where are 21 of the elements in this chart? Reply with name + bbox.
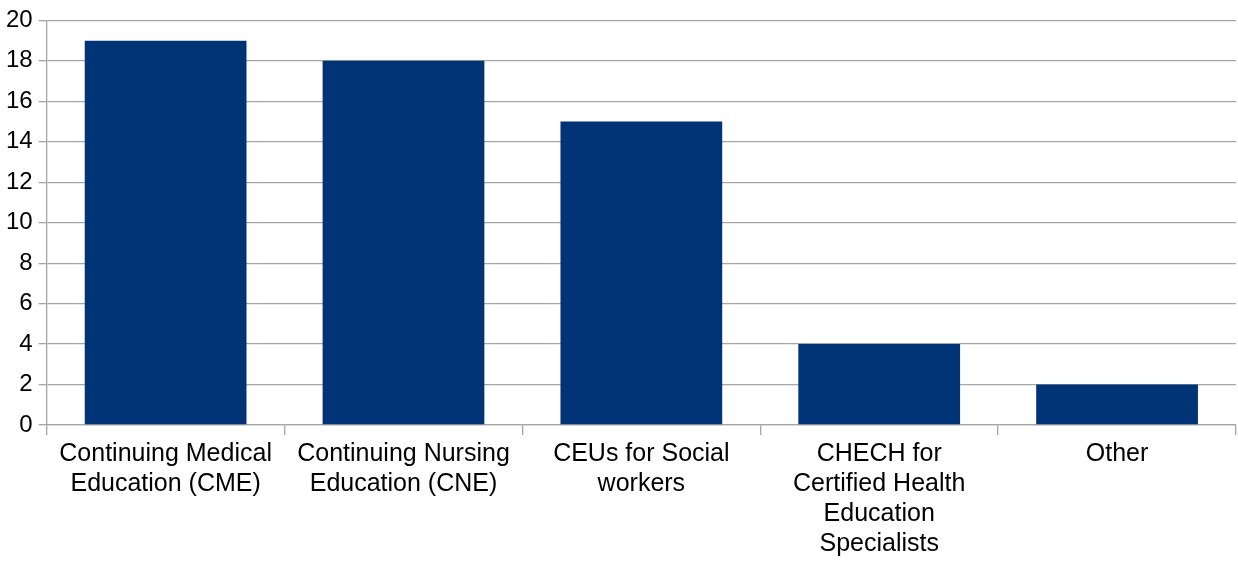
y-tick-label: 14 xyxy=(5,126,33,154)
y-tick-label: 8 xyxy=(19,247,33,275)
bar xyxy=(1036,384,1198,425)
x-tick-label: CHECH for Certified Health Education Specialists xyxy=(793,437,966,556)
x-tick-label: Other xyxy=(1085,437,1149,466)
y-tick-label: 20 xyxy=(5,5,33,33)
x-tick-label: Continuing Nursing Education (CNE) xyxy=(297,437,510,496)
bar xyxy=(322,60,485,425)
y-tick-label: 0 xyxy=(19,409,33,437)
x-tick-label: Continuing Medical Education (CME) xyxy=(59,437,272,496)
y-tick-label: 2 xyxy=(19,369,33,397)
y-tick-label: 10 xyxy=(5,207,33,235)
y-tick-label: 18 xyxy=(5,45,33,73)
y-tick-label: 6 xyxy=(19,288,33,316)
y-tick-label: 16 xyxy=(5,85,33,113)
bar xyxy=(798,344,961,425)
bar xyxy=(84,40,247,425)
y-tick-label: 4 xyxy=(19,328,33,356)
x-tick-label: CEUs for Social workers xyxy=(553,437,730,496)
bar xyxy=(560,121,723,425)
y-tick-label: 12 xyxy=(5,166,33,194)
